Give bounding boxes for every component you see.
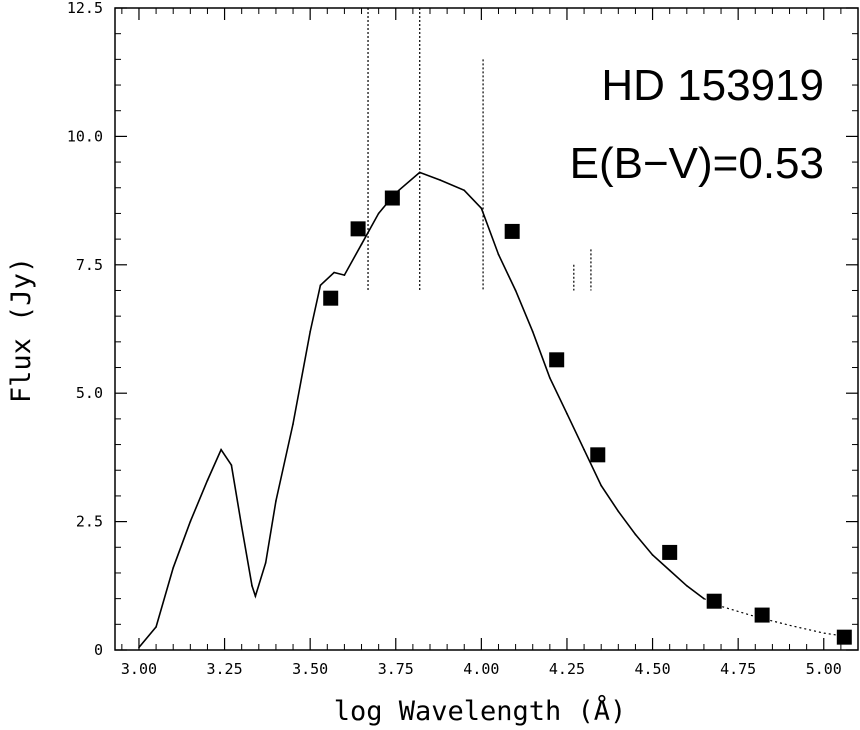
y-tick-label: 2.5	[76, 513, 103, 531]
model-sed-point	[480, 207, 483, 210]
star-name-annotation: HD 153919	[601, 61, 824, 110]
model-sed-point	[549, 376, 551, 379]
photometry-point	[590, 447, 606, 463]
x-tick-label: 4.00	[463, 660, 499, 678]
model-sed-point	[514, 289, 517, 292]
model-sed-point	[634, 533, 637, 536]
model-sed-point	[497, 253, 500, 256]
model-sed-point	[309, 330, 311, 333]
model-sed-point	[292, 423, 294, 425]
model-sed-point	[583, 448, 585, 451]
x-tick-label: 3.25	[207, 660, 243, 678]
model-sed-point	[617, 510, 620, 513]
x-axis-label: log Wavelength (Å)	[334, 695, 627, 727]
model-sed-point	[439, 179, 442, 181]
model-sed-point	[360, 243, 363, 246]
model-sed-point	[155, 626, 157, 628]
model-sed-point	[254, 595, 257, 597]
model-sed-point	[600, 484, 603, 487]
model-sed-point	[651, 554, 654, 556]
photometry-point	[350, 221, 366, 237]
axis-ticks: 3.00 3.25 3.50 3.75 4.00 4.25 4.50 4.75 5.00 0 2.5…	[67, 0, 859, 678]
y-tick-label: 12.5	[67, 0, 103, 17]
photometry-point	[549, 352, 565, 368]
model-sed-point	[531, 330, 534, 333]
y-tick-label: 7.5	[76, 256, 103, 274]
model-sed-point	[172, 567, 175, 569]
model-sed-point	[264, 561, 267, 564]
model-sed-point	[251, 585, 253, 587]
model-sed-point	[343, 274, 346, 276]
model-sed-point	[230, 464, 233, 466]
model-sed-point	[463, 189, 466, 192]
y-tick-label: 5.0	[76, 384, 103, 402]
photometry-point	[384, 190, 400, 206]
y-axis-label: Flux (Jy)	[6, 257, 37, 403]
plot-area	[138, 8, 852, 649]
photometry-point	[706, 593, 722, 609]
model-sed-point	[333, 271, 335, 274]
y-tick-label: 10.0	[67, 127, 103, 145]
x-tick-label: 4.75	[720, 660, 756, 678]
photometry-point	[754, 607, 770, 623]
photometry-point	[836, 629, 852, 645]
plot-frame	[114, 7, 859, 651]
x-tick-label: 5.00	[806, 660, 842, 678]
model-sed-point	[319, 284, 322, 287]
x-tick-label: 4.25	[549, 660, 585, 678]
model-sed-point	[566, 412, 568, 415]
model-sed-point	[206, 479, 209, 482]
x-tick-label: 3.75	[378, 660, 414, 678]
x-tick-label: 3.50	[292, 660, 328, 678]
x-tick-label: 4.50	[634, 660, 670, 678]
model-sed-point	[240, 525, 243, 528]
model-sed-point	[377, 212, 380, 215]
reddening-annotation: E(B−V)=0.53	[570, 139, 824, 188]
model-sed-point	[668, 569, 671, 572]
x-tick-label: 3.00	[121, 660, 157, 678]
photometry-point	[323, 290, 339, 306]
model-sed-point	[275, 500, 277, 502]
photometry-point	[504, 223, 520, 239]
model-sed-point	[220, 448, 222, 451]
y-tick-label: 0	[94, 641, 103, 659]
model-sed-point	[686, 585, 688, 587]
model-sed-point	[189, 520, 192, 523]
photometry-point	[662, 544, 678, 560]
